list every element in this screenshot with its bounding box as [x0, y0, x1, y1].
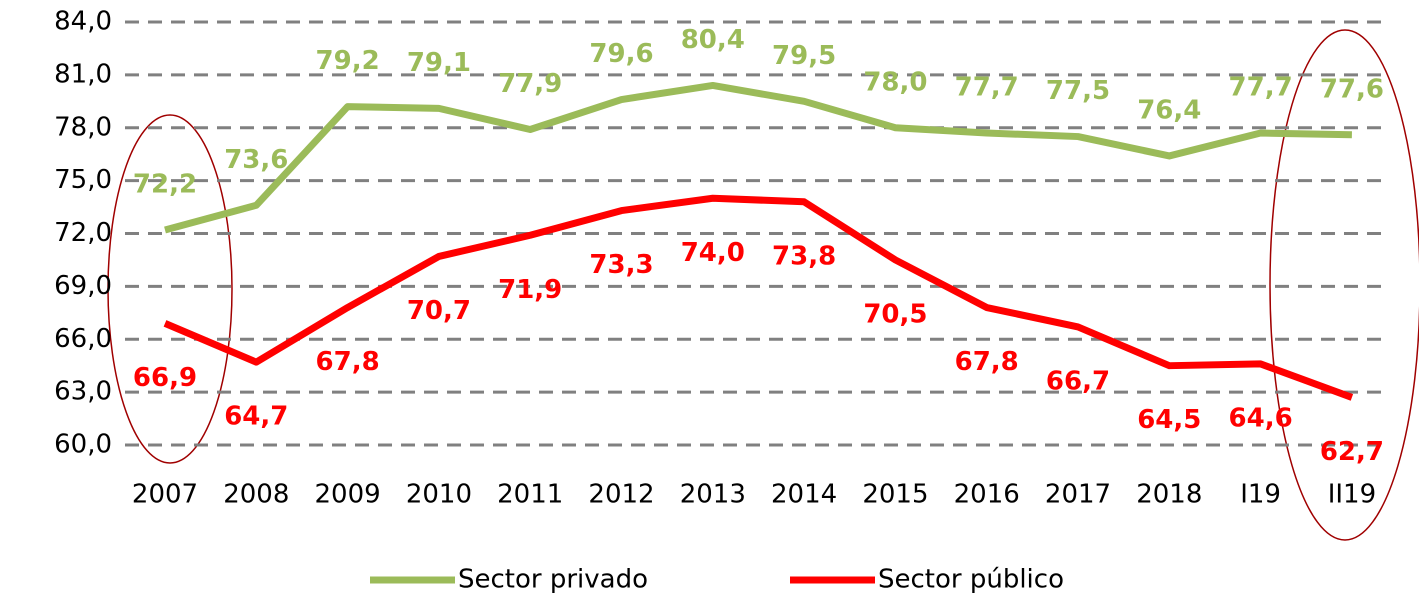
x-tick-label: 2012 [588, 480, 654, 510]
data-label: 70,7 [407, 296, 471, 326]
data-label: 79,5 [772, 41, 836, 71]
x-tick-label: 2014 [771, 480, 837, 510]
data-label: 70,5 [863, 299, 927, 329]
y-tick-label: 75,0 [54, 165, 112, 195]
data-label: 64,6 [1229, 403, 1293, 433]
series-line [163, 194, 1354, 401]
y-tick-label: 69,0 [54, 271, 112, 301]
data-label: 71,9 [498, 275, 562, 305]
data-label: 80,4 [681, 25, 745, 55]
x-tick-label: 2011 [497, 480, 563, 510]
y-tick-label: 84,0 [54, 7, 112, 37]
data-label: 64,5 [1137, 405, 1201, 435]
legend-label: Sector público [878, 565, 1064, 595]
data-label: 67,8 [316, 347, 380, 377]
x-tick-label: 2009 [315, 480, 381, 510]
highlight-ellipse [107, 114, 233, 464]
series-line [164, 81, 1352, 234]
x-tick-label: 2016 [954, 480, 1020, 510]
data-label: 77,5 [1046, 76, 1110, 106]
x-tick-label: I19 [1240, 480, 1281, 510]
y-tick-label: 72,0 [54, 218, 112, 248]
data-label: 64,7 [224, 402, 288, 432]
data-label: 74,0 [681, 238, 745, 268]
y-tick-label: 63,0 [54, 377, 112, 407]
data-label: 78,0 [863, 67, 927, 97]
y-tick-label: 78,0 [54, 112, 112, 142]
data-label: 72,2 [133, 169, 197, 199]
data-label: 67,8 [955, 347, 1019, 377]
x-tick-label: 2017 [1045, 480, 1111, 510]
x-tick-label: 2008 [223, 480, 289, 510]
y-tick-label: 81,0 [54, 59, 112, 89]
legend-label: Sector privado [458, 565, 648, 595]
highlight-ellipse [1269, 29, 1419, 541]
data-label: 79,2 [316, 46, 380, 76]
data-label: 73,6 [224, 145, 288, 175]
data-label: 62,7 [1320, 437, 1384, 467]
data-label: 76,4 [1137, 95, 1201, 125]
data-label: 77,7 [1229, 73, 1293, 103]
x-tick-label: II19 [1328, 480, 1376, 510]
y-tick-label: 60,0 [54, 430, 112, 460]
data-label: 79,1 [407, 48, 471, 78]
data-label: 66,9 [133, 363, 197, 393]
data-label: 73,3 [589, 250, 653, 280]
data-label: 79,6 [589, 39, 653, 69]
x-tick-label: 2013 [680, 480, 746, 510]
x-tick-label: 2010 [406, 480, 472, 510]
data-label: 66,7 [1046, 366, 1110, 396]
x-tick-label: 2007 [132, 480, 198, 510]
y-tick-label: 66,0 [54, 324, 112, 354]
data-label: 77,9 [498, 69, 562, 99]
data-label: 77,6 [1320, 74, 1384, 104]
data-label: 73,8 [772, 241, 836, 271]
data-label: 77,7 [955, 73, 1019, 103]
x-tick-label: 2015 [862, 480, 928, 510]
x-tick-label: 2018 [1136, 480, 1202, 510]
